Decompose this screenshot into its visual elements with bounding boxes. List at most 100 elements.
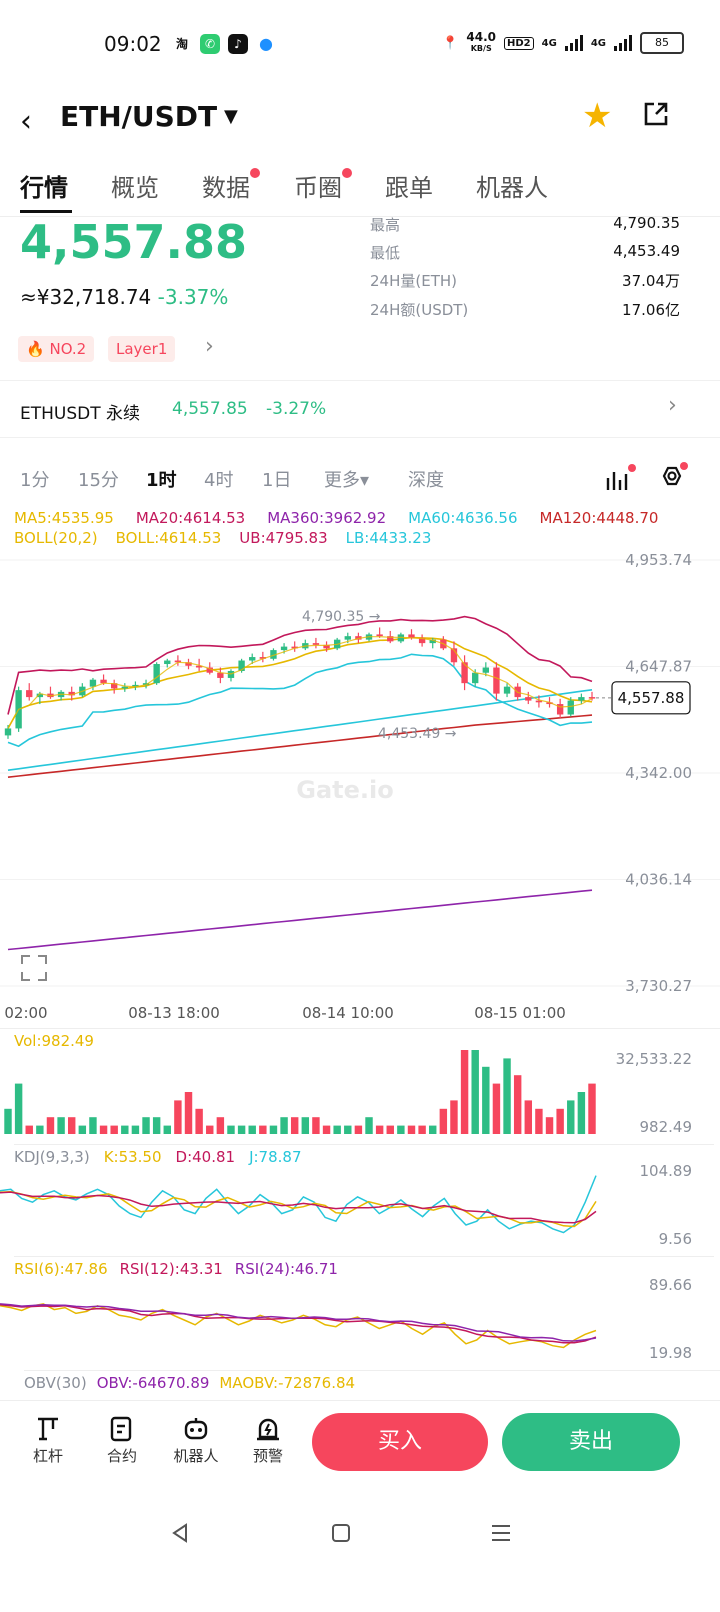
volume-bar [418,1125,426,1134]
boll-value: LB:4433.23 [345,529,432,547]
location-icon: 📍 [442,35,459,51]
indicator-chart-icon[interactable] [604,464,636,494]
interval-bar: 1分 15分 1时 4时 1日 更多▾ 深度 [0,460,720,500]
volume-bar [57,1117,65,1134]
candle [535,700,543,703]
volume-bar [397,1125,405,1134]
volume-bar [482,1066,490,1134]
ma-value: MA120:4448.70 [539,509,659,527]
robot-button[interactable]: 机器人 [166,1413,226,1466]
depth-tab[interactable]: 深度 [408,470,444,491]
nav-home-icon[interactable] [330,1522,352,1544]
volume-bar [36,1125,44,1134]
rank-tag[interactable]: 🔥 NO.2 [18,336,95,362]
contract-button[interactable]: 合约 [92,1413,152,1466]
candle [418,637,426,644]
y-tick-label: 4,953.74 [625,551,692,569]
interval-1m[interactable]: 1分 [20,470,50,491]
candle [578,697,585,701]
chevron-down-icon[interactable]: ▼ [224,106,238,127]
star-icon[interactable]: ★ [582,96,613,136]
volume-bar [280,1117,288,1134]
volume-chart: 32,533.22 982.49 [4,1050,693,1136]
sell-button[interactable]: 卖出 [502,1413,680,1471]
candle [121,686,128,689]
tab-circle[interactable]: 币圈 [294,168,352,203]
candle [397,634,405,642]
boll-value: BOLL:4614.53 [115,529,222,547]
layer-tag[interactable]: Layer1 [108,336,176,362]
alert-button[interactable]: 预警 [238,1413,298,1466]
tab-data[interactable]: 数据 [202,168,260,203]
leverage-button[interactable]: 杠杆 [18,1413,78,1466]
candle [270,650,277,659]
kdj-value: D:40.81 [175,1148,236,1166]
volume-bar [110,1125,118,1134]
volume-bar [460,1050,469,1134]
candle [291,646,298,649]
interval-1h[interactable]: 1时 [146,470,177,491]
low-label: 4,453.49 → [378,726,457,742]
candle [450,648,458,663]
kdj-value: KDJ(9,3,3) [14,1148,90,1166]
ma-legend: MA5:4535.95 MA20:4614.53 MA360:3962.92 MA60… [14,508,714,528]
back-icon[interactable]: ‹ [20,104,32,139]
volume-bar [354,1125,363,1134]
candle [153,664,160,684]
chevron-right-icon[interactable]: › [668,393,677,418]
obv-legend: OBV(30) OBV:-64670.89 MAOBV:-72876.84 [24,1370,720,1393]
ma-value: MA5:4535.95 [14,509,114,527]
current-price-label: 4,557.88 [618,689,685,707]
tab-copy-trading[interactable]: 跟单 [385,174,433,202]
interval-15m[interactable]: 15分 [78,470,119,491]
interval-1d[interactable]: 1日 [262,470,292,491]
divider [0,1028,720,1029]
chevron-right-icon[interactable]: › [205,334,214,359]
candle [493,667,500,694]
candle [280,646,288,651]
candle [259,657,267,659]
volume-bar [237,1125,246,1134]
candlestick-chart[interactable]: 4,953.74 4,647.87 4,342.00 4,036.14 3,730.27… [0,548,720,1028]
share-icon[interactable] [642,100,670,128]
candle [387,636,394,642]
rsi-chart: 89.66 19.98 [0,1276,692,1362]
kdj-min-label: 9.56 [659,1230,692,1248]
volume-min-label: 982.49 [640,1118,693,1136]
boll-value: UB:4795.83 [239,529,328,547]
interval-more[interactable]: 更多▾ [324,470,370,491]
contract-icon [110,1416,132,1442]
buy-button[interactable]: 买入 [312,1413,488,1471]
candle [89,679,97,687]
candle [323,644,330,649]
kdj-max-label: 104.89 [640,1162,693,1180]
obv-value: OBV:-64670.89 [96,1374,210,1392]
tab-robot[interactable]: 机器人 [476,174,548,202]
obv-value: OBV(30) [24,1374,87,1392]
candle [376,634,383,637]
boll-upper-line [7,615,593,715]
pair-title[interactable]: ETH/USDT [60,100,218,133]
volume-bar [450,1100,458,1134]
candle [132,684,139,687]
watermark: Gate.io [296,776,393,804]
volume-bar [429,1125,437,1134]
volume-bar [4,1108,12,1134]
settings-icon[interactable] [654,462,688,494]
tab-market[interactable]: 行情 [20,174,68,202]
nav-menu-icon[interactable] [490,1522,512,1544]
interval-4h[interactable]: 4时 [204,470,234,491]
volume-bar [269,1125,278,1134]
nav-back-icon[interactable] [170,1522,190,1544]
volume-bar [556,1108,564,1134]
header: ‹ ETH/USDT ▼ ★ [0,96,720,146]
volume-bar [14,1083,23,1134]
x-tick-label: 02:00 [4,1004,47,1022]
perpetual-row[interactable]: ETHUSDT 永续 4,557.85 -3.27% › [0,380,720,438]
volume-bar [142,1117,150,1134]
volume-bar [78,1125,87,1134]
status-bar: 09:02 淘 ✆ ♪ ● 📍 44.0 KB/S HD2 4G 4G 85 [0,0,720,90]
tab-overview[interactable]: 概览 [111,174,159,202]
candle [217,672,224,678]
stat-row-volume: 24H量(ETH) 37.04万 [370,272,680,290]
